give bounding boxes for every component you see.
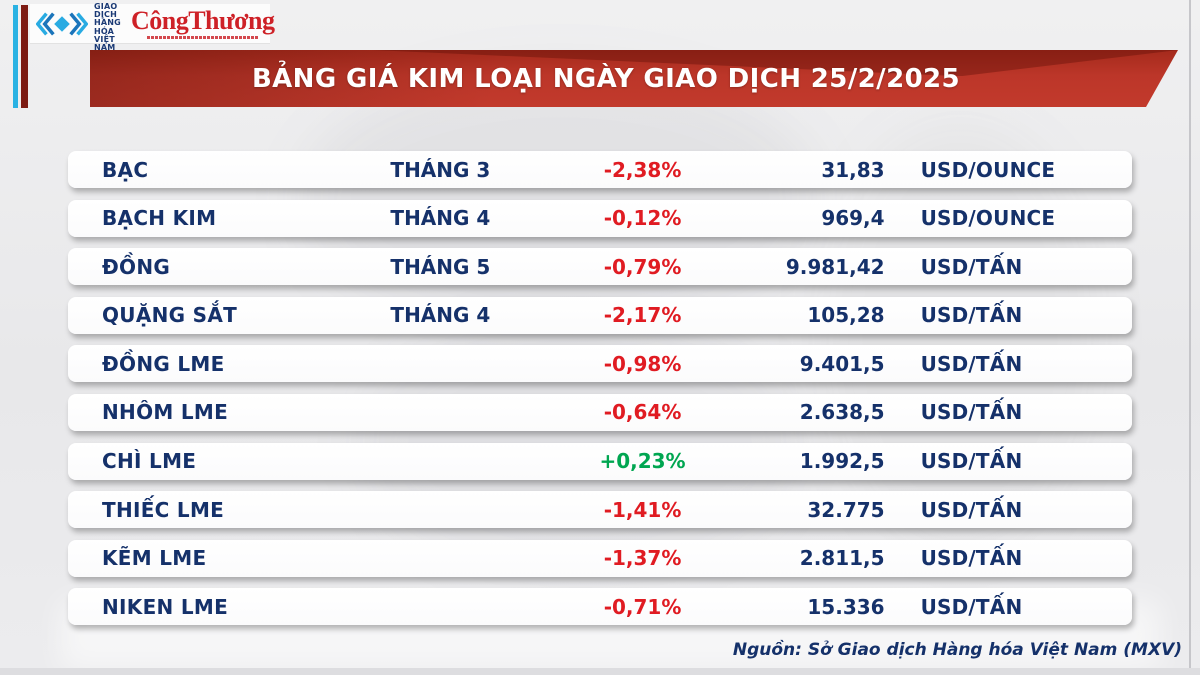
- price-unit: USD/TẤN: [920, 594, 1023, 619]
- commodity-name: ĐỒNG LME: [102, 351, 225, 376]
- price-unit: USD/TẤN: [920, 351, 1023, 376]
- price-value: 32.775: [807, 497, 885, 522]
- table-row: BẠCH KIM THÁNG 4 -0,12% 969,4 USD/OUNCE: [68, 199, 1132, 237]
- logo-box: SỞ GIAO DỊCH HÀNG HÓA VIỆT NAM CôngThươn…: [30, 0, 275, 52]
- price-table: BẠC THÁNG 3 -2,38% 31,83 USD/OUNCE BẠCH KIM TH…: [68, 151, 1132, 626]
- mxv-logo-text: SỞ GIAO DỊCH HÀNG HÓA VIỆT NAM: [94, 0, 121, 53]
- price-unit: USD/TẤN: [920, 254, 1023, 279]
- table-row: KẼM LME -1,37% 2.811,5 USD/TẤN: [68, 539, 1132, 577]
- mxv-logo-line: VIỆT NAM: [94, 35, 116, 53]
- change-percent: -0,98%: [603, 351, 682, 376]
- commodity-name: QUẶNG SẮT: [102, 303, 238, 328]
- congthuong-logo: CôngThương: [131, 8, 275, 39]
- source-note: Nguồn: Sở Giao dịch Hàng hóa Việt Nam (M…: [732, 640, 1182, 660]
- table-row: BẠC THÁNG 3 -2,38% 31,83 USD/OUNCE: [68, 151, 1132, 188]
- price-unit: USD/OUNCE: [920, 206, 1056, 231]
- change-percent: -0,71%: [603, 594, 682, 619]
- price-value: 9.981,42: [785, 254, 885, 279]
- change-percent: -2,17%: [603, 303, 682, 328]
- commodity-name: ĐỒNG: [102, 254, 171, 279]
- price-value: 9.401,5: [799, 351, 885, 376]
- commodity-name: KẼM LME: [102, 546, 207, 571]
- page-title: BẢNG GIÁ KIM LOẠI NGÀY GIAO DỊCH 25/2/20…: [251, 63, 961, 94]
- table-row: NIKEN LME -0,71% 15.336 USD/TẤN: [68, 588, 1132, 626]
- accent-bar-cyan: [13, 5, 18, 108]
- title-banner: BẢNG GIÁ KIM LOẠI NGÀY GIAO DỊCH 25/2/20…: [90, 50, 1178, 107]
- commodity-name: NIKEN LME: [102, 594, 229, 619]
- mxv-logo-line: HÀNG HÓA: [94, 18, 121, 36]
- price-value: 969,4: [821, 206, 885, 231]
- mxv-logo-line: SỞ GIAO DỊCH: [94, 0, 118, 19]
- mxv-logo-icon: [36, 9, 88, 39]
- table-row: ĐỒNG THÁNG 5 -0,79% 9.981,42 USD/TẤN: [68, 248, 1132, 286]
- commodity-name: CHÌ LME: [102, 449, 197, 474]
- contract-month: THÁNG 4: [390, 303, 491, 328]
- contract-month: THÁNG 4: [390, 206, 491, 231]
- price-value: 31,83: [821, 157, 885, 182]
- change-percent: -1,37%: [603, 546, 682, 571]
- contract-month: THÁNG 3: [390, 157, 491, 182]
- change-percent: +0,23%: [599, 449, 686, 474]
- table-row: NHÔM LME -0,64% 2.638,5 USD/TẤN: [68, 393, 1132, 431]
- change-percent: -0,79%: [603, 254, 682, 279]
- congthuong-wordmark: CôngThương: [130, 6, 275, 35]
- change-percent: -0,12%: [603, 206, 682, 231]
- commodity-name: BẠC: [102, 157, 149, 182]
- price-value: 1.992,5: [799, 449, 885, 474]
- table-row: ĐỒNG LME -0,98% 9.401,5 USD/TẤN: [68, 345, 1132, 383]
- price-unit: USD/TẤN: [920, 303, 1023, 328]
- price-unit: USD/TẤN: [920, 546, 1023, 571]
- price-value: 2.811,5: [799, 546, 885, 571]
- commodity-name: BẠCH KIM: [102, 206, 217, 231]
- accent-bar-maroon: [21, 5, 28, 108]
- table-row: THIẾC LME -1,41% 32.775 USD/TẤN: [68, 491, 1132, 529]
- price-value: 2.638,5: [799, 400, 885, 425]
- commodity-name: THIẾC LME: [102, 497, 225, 522]
- frame-edge-bottom: [0, 668, 1200, 675]
- commodity-name: NHÔM LME: [102, 400, 229, 425]
- contract-month: THÁNG 5: [390, 254, 491, 279]
- price-unit: USD/TẤN: [920, 497, 1023, 522]
- congthuong-tagline: [146, 36, 259, 39]
- price-unit: USD/TẤN: [920, 449, 1023, 474]
- frame-edge-right: [1189, 0, 1191, 675]
- change-percent: -2,38%: [603, 157, 682, 182]
- change-percent: -1,41%: [603, 497, 682, 522]
- table-row: QUẶNG SẮT THÁNG 4 -2,17% 105,28 USD/TẤN: [68, 296, 1132, 334]
- table-row: CHÌ LME +0,23% 1.992,5 USD/TẤN: [68, 442, 1132, 480]
- price-value: 105,28: [807, 303, 885, 328]
- price-unit: USD/OUNCE: [920, 157, 1056, 182]
- change-percent: -0,64%: [603, 400, 682, 425]
- price-unit: USD/TẤN: [920, 400, 1023, 425]
- price-value: 15.336: [807, 594, 885, 619]
